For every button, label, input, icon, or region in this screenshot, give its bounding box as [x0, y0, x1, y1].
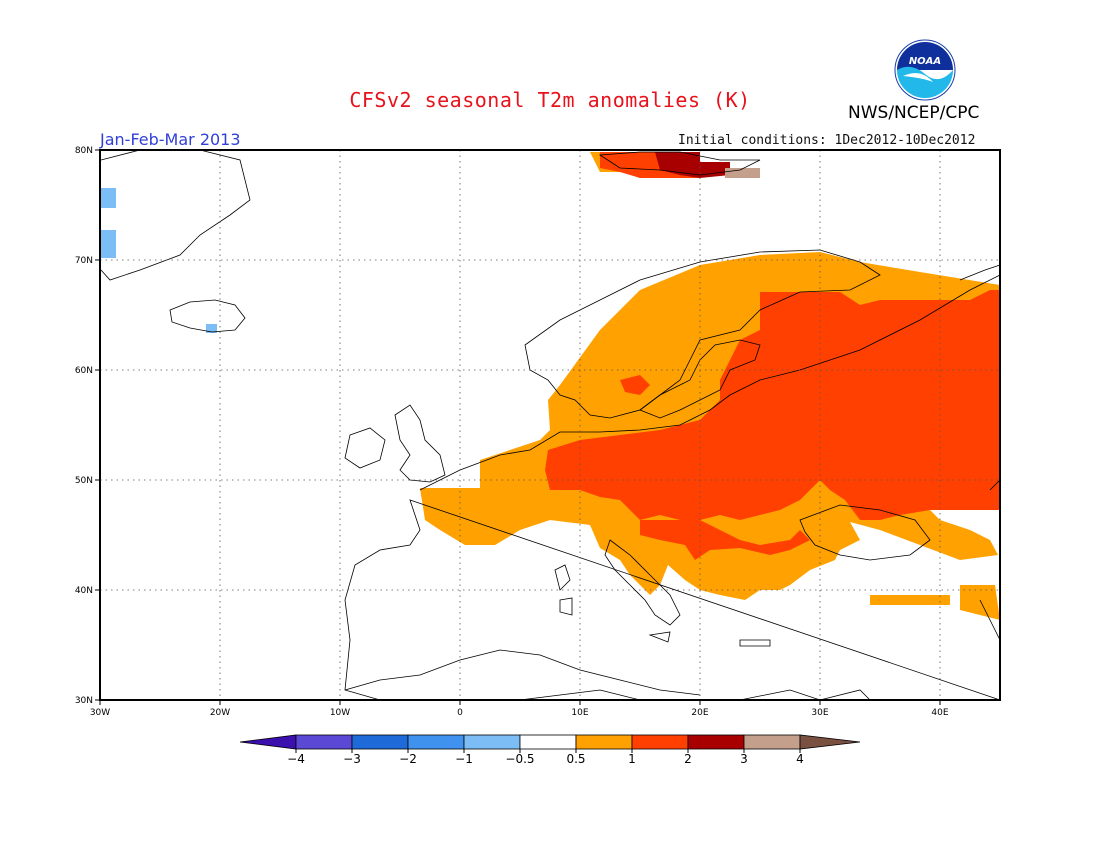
colorbar-label: 2	[684, 752, 692, 766]
lat-tick-label: 40N	[75, 586, 93, 596]
lon-tick-label: 10E	[571, 708, 588, 718]
lon-tick-label: 10W	[330, 708, 350, 718]
noaa-logo: NOAA	[894, 39, 956, 101]
colorbar-segment	[407, 734, 465, 750]
axis-labels: 30W 20W 10W 0 10E 20E 30E 40E 30N 40N 50N 60N 70N 80N	[75, 146, 949, 718]
coastline-north-africa	[344, 649, 701, 696]
coastline-baltic	[639, 339, 761, 419]
coastline-italy	[604, 539, 681, 626]
lon-tick-label: 0	[457, 708, 463, 718]
anomaly-region-cool	[101, 188, 217, 333]
colorbar-segment	[631, 734, 689, 750]
colorbar-label: 4	[796, 752, 804, 766]
lat-tick-label: 50N	[75, 476, 93, 486]
colorbar-label: −4	[287, 752, 305, 766]
colorbar-segment	[575, 734, 633, 750]
colorbar-segment	[519, 734, 577, 750]
coastline-ireland	[344, 427, 386, 469]
colorbar-label: 3	[740, 752, 748, 766]
coastline-novaya-zemlya	[959, 264, 1001, 281]
colorbar-label: −1	[455, 752, 473, 766]
colorbar-segment	[295, 734, 353, 750]
map-title: CFSv2 seasonal T2m anomalies (K)	[349, 88, 751, 112]
lon-tick-label: 30E	[811, 708, 828, 718]
map-frame	[99, 149, 1001, 701]
coastline-greenland	[100, 149, 251, 281]
anomaly-region-extreme	[725, 168, 760, 178]
coastline-iceland	[169, 299, 246, 333]
colorbar-label: 0.5	[566, 752, 585, 766]
coastline-caspian	[979, 479, 1001, 641]
anomaly-shading	[101, 152, 1000, 620]
lon-tick-label: 30W	[90, 708, 110, 718]
lon-tick-label: 20E	[691, 708, 708, 718]
lat-tick-label: 70N	[75, 256, 93, 266]
colorbar: −4 −3 −2 −1 −0.5 0.5 1 2 3 4	[239, 734, 861, 766]
lat-tick-label: 60N	[75, 366, 93, 376]
season-label: Jan-Feb-Mar 2013	[100, 130, 241, 149]
lat-tick-label: 30N	[75, 696, 93, 706]
coastline-black-sea	[799, 504, 931, 561]
colorbar-label: −2	[399, 752, 417, 766]
colorbar-label: −0.5	[505, 752, 534, 766]
colorbar-extend-high	[799, 734, 861, 750]
coastlines	[100, 149, 1001, 701]
agency-label: NWS/NCEP/CPC	[848, 103, 980, 123]
map-grid	[100, 150, 1000, 700]
coastline-great-britain	[394, 404, 446, 483]
colorbar-extend-low	[239, 734, 297, 750]
initial-conditions-label: Initial conditions: 1Dec2012-10Dec2012	[678, 133, 976, 148]
lon-tick-label: 40E	[931, 708, 948, 718]
noaa-logo-text: NOAA	[909, 56, 941, 67]
coastline-svalbard	[598, 151, 761, 176]
colorbar-label: 1	[628, 752, 636, 766]
colorbar-label: −3	[343, 752, 361, 766]
colorbar-segment	[743, 734, 801, 750]
anomaly-region-strong	[545, 152, 1000, 560]
coastline-scandinavia	[524, 249, 881, 419]
lon-tick-label: 20W	[210, 708, 230, 718]
colorbar-segment	[351, 734, 409, 750]
lat-tick-label: 80N	[75, 146, 93, 156]
coastline-mediterranean-islands	[554, 564, 771, 647]
colorbar-segment	[687, 734, 745, 750]
colorbar-segment	[463, 734, 521, 750]
